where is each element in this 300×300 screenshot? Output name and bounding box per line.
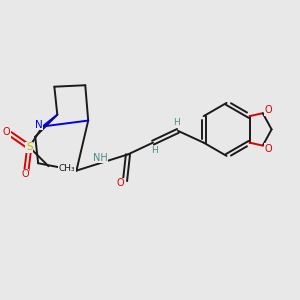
Text: CH₃: CH₃	[59, 164, 75, 173]
Text: O: O	[264, 105, 272, 115]
Text: H: H	[151, 146, 158, 155]
Text: S: S	[26, 142, 33, 152]
Text: NH: NH	[93, 153, 107, 163]
Text: O: O	[117, 178, 124, 188]
Text: O: O	[3, 127, 10, 137]
Text: N: N	[35, 120, 43, 130]
Text: O: O	[21, 169, 29, 179]
Text: H: H	[173, 118, 180, 127]
Text: O: O	[264, 143, 272, 154]
